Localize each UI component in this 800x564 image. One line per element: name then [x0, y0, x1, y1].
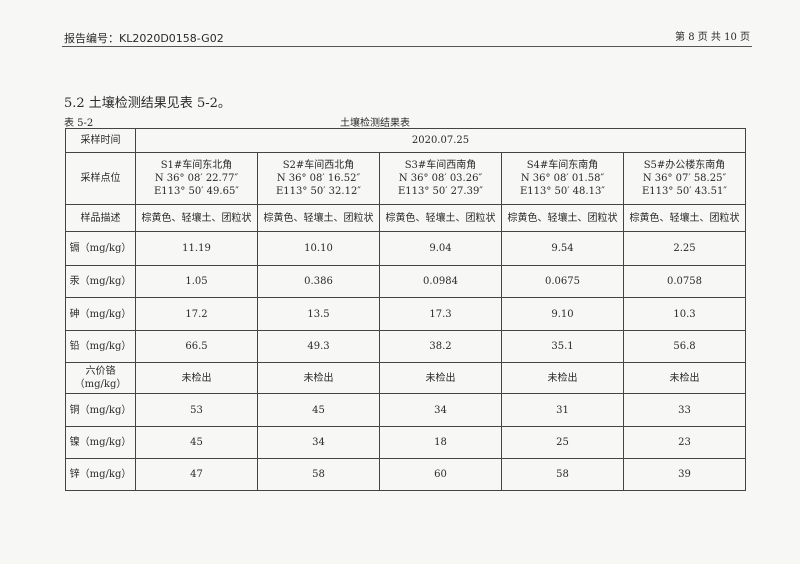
value-cell: 9.10: [501, 297, 624, 331]
location-row: 采样点位 S1#车间东北角 N 36° 08′ 22.77″ E113° 50′ 4…: [65, 152, 746, 205]
value-cell: 18: [379, 426, 502, 459]
location-name: S4#车间东南角: [526, 160, 599, 171]
value-cell: 9.54: [501, 231, 624, 266]
value-cell: 66.5: [135, 330, 258, 363]
value-cell: 60: [379, 458, 502, 491]
location-e: E113° 50′ 27.39″: [397, 186, 484, 197]
location-name: S1#车间东北角: [160, 160, 233, 171]
header-divider: [62, 46, 752, 47]
value-cell: 未检出: [623, 362, 746, 394]
value-cell: 10.10: [257, 231, 380, 266]
table-row: 砷（mg/kg） 17.2 13.5 17.3 9.10 10.3: [65, 297, 746, 331]
value-cell: 38.2: [379, 330, 502, 363]
value-cell: 17.3: [379, 297, 502, 331]
value-cell: 35.1: [501, 330, 624, 363]
location-n: N 36° 08′ 16.52″: [276, 173, 361, 184]
table-row: 镍（mg/kg） 45 34 18 25 23: [65, 426, 746, 459]
value-cell: 未检出: [501, 362, 624, 394]
row-label: 镍（mg/kg）: [65, 426, 136, 459]
location-cell: S2#车间西北角 N 36° 08′ 16.52″ E113° 50′ 32.12″: [257, 152, 380, 205]
description-cell: 棕黄色、轻壤土、团粒状: [135, 204, 258, 232]
table-row: 汞（mg/kg） 1.05 0.386 0.0984 0.0675 0.0758: [65, 265, 746, 298]
page-number: 第 8 页 共 10 页: [675, 32, 750, 43]
row-label: 铜（mg/kg）: [65, 393, 136, 427]
value-cell: 49.3: [257, 330, 380, 363]
description-cell: 棕黄色、轻壤土、团粒状: [623, 204, 746, 232]
description-cell: 棕黄色、轻壤土、团粒状: [379, 204, 502, 232]
description-cell: 棕黄色、轻壤土、团粒状: [501, 204, 624, 232]
value-cell: 1.05: [135, 265, 258, 298]
location-cell: S1#车间东北角 N 36° 08′ 22.77″ E113° 50′ 49.65″: [135, 152, 258, 205]
location-e: E113° 50′ 43.51″: [641, 186, 728, 197]
value-cell: 25: [501, 426, 624, 459]
location-name: S5#办公楼东南角: [643, 160, 726, 171]
value-cell: 0.0758: [623, 265, 746, 298]
row-label: 镉（mg/kg）: [65, 231, 136, 266]
location-n: N 36° 08′ 03.26″: [398, 173, 483, 184]
description-row: 样品描述 棕黄色、轻壤土、团粒状 棕黄色、轻壤土、团粒状 棕黄色、轻壤土、团粒状 棕黄…: [65, 204, 746, 232]
value-cell: 33: [623, 393, 746, 427]
value-cell: 0.0675: [501, 265, 624, 298]
value-cell: 56.8: [623, 330, 746, 363]
value-cell: 34: [257, 426, 380, 459]
location-e: E113° 50′ 48.13″: [519, 186, 606, 197]
row-label: 锌（mg/kg）: [65, 458, 136, 491]
location-n: N 36° 08′ 01.58″: [520, 173, 605, 184]
value-cell: 10.3: [623, 297, 746, 331]
table-row: 六价铬（mg/kg） 未检出 未检出 未检出 未检出 未检出: [65, 362, 746, 394]
value-cell: 58: [501, 458, 624, 491]
row-label: 六价铬（mg/kg）: [65, 362, 136, 394]
table-row: 铜（mg/kg） 53 45 34 31 33: [65, 393, 746, 427]
value-cell: 11.19: [135, 231, 258, 266]
value-cell: 9.04: [379, 231, 502, 266]
value-cell: 未检出: [379, 362, 502, 394]
table-row: 铅（mg/kg） 66.5 49.3 38.2 35.1 56.8: [65, 330, 746, 363]
time-row: 采样时间 2020.07.25: [65, 128, 746, 153]
value-cell: 45: [257, 393, 380, 427]
value-cell: 13.5: [257, 297, 380, 331]
table-row: 锌（mg/kg） 47 58 60 58 39: [65, 458, 746, 491]
location-label: 采样点位: [65, 152, 136, 205]
value-cell: 23: [623, 426, 746, 459]
soil-results-table: 采样时间 2020.07.25 采样点位 S1#车间东北角 N 36° 08′ 2…: [65, 128, 746, 491]
location-name: S3#车间西南角: [404, 160, 477, 171]
location-e: E113° 50′ 49.65″: [153, 186, 240, 197]
value-cell: 31: [501, 393, 624, 427]
report-number: 报告编号：KL2020D0158-G02: [64, 32, 224, 45]
location-cell: S3#车间西南角 N 36° 08′ 03.26″ E113° 50′ 27.39″: [379, 152, 502, 205]
location-cell: S5#办公楼东南角 N 36° 07′ 58.25″ E113° 50′ 43.51…: [623, 152, 746, 205]
table-title: 土壤检测结果表: [340, 118, 410, 129]
location-n: N 36° 08′ 22.77″: [154, 173, 239, 184]
location-n: N 36° 07′ 58.25″: [642, 173, 727, 184]
value-cell: 未检出: [257, 362, 380, 394]
value-cell: 53: [135, 393, 258, 427]
value-cell: 2.25: [623, 231, 746, 266]
value-cell: 58: [257, 458, 380, 491]
description-label: 样品描述: [65, 204, 136, 232]
value-cell: 39: [623, 458, 746, 491]
value-cell: 17.2: [135, 297, 258, 331]
time-value: 2020.07.25: [135, 128, 746, 153]
description-cell: 棕黄色、轻壤土、团粒状: [257, 204, 380, 232]
row-label: 铅（mg/kg）: [65, 330, 136, 363]
table-row: 镉（mg/kg） 11.19 10.10 9.04 9.54 2.25: [65, 231, 746, 266]
section-title: 5.2 土壤检测结果见表 5-2。: [64, 96, 231, 111]
location-e: E113° 50′ 32.12″: [275, 186, 362, 197]
value-cell: 0.386: [257, 265, 380, 298]
value-cell: 47: [135, 458, 258, 491]
value-cell: 未检出: [135, 362, 258, 394]
value-cell: 45: [135, 426, 258, 459]
table-number: 表 5-2: [64, 118, 94, 129]
value-cell: 0.0984: [379, 265, 502, 298]
row-label: 汞（mg/kg）: [65, 265, 136, 298]
value-cell: 34: [379, 393, 502, 427]
row-label: 砷（mg/kg）: [65, 297, 136, 331]
time-label: 采样时间: [65, 128, 136, 153]
location-cell: S4#车间东南角 N 36° 08′ 01.58″ E113° 50′ 48.13″: [501, 152, 624, 205]
location-name: S2#车间西北角: [282, 160, 355, 171]
